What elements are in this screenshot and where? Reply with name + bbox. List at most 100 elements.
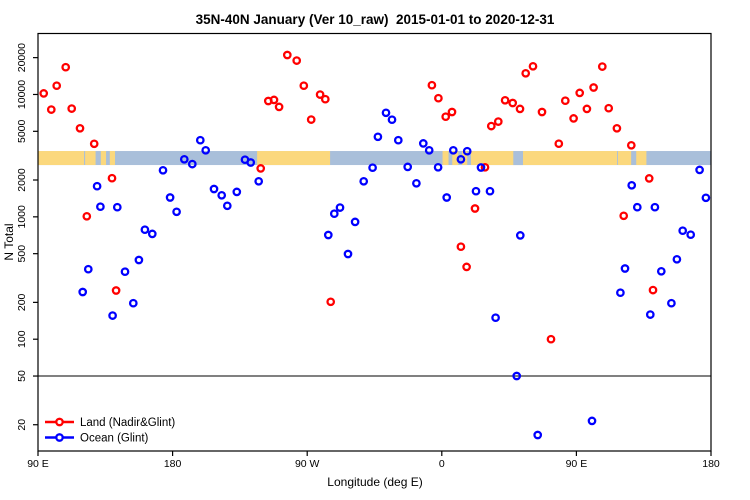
data-point-ocean [686,230,696,240]
band-land-segment [442,151,449,166]
chart-title: 35N-40N January (Ver 10_raw) 2015-01-01 … [195,12,555,27]
data-point-ocean [108,311,117,320]
data-point-ocean [701,193,711,203]
data-point-land [462,262,471,272]
data-point-land [441,112,451,122]
data-point-ocean [140,225,150,235]
data-point-land [299,81,309,91]
data-point-ocean [147,229,157,239]
data-points-layer [39,50,711,440]
data-point-ocean [678,226,688,236]
legend-ocean-label: Ocean (Glint) [80,433,149,445]
data-point-ocean [485,186,495,196]
data-point-ocean [672,254,682,264]
data-point-land [107,173,117,183]
data-point-ocean [120,267,130,277]
x-tick-label: 0 [439,458,445,470]
data-point-ocean [620,264,630,273]
y-tick-label: 100 [16,330,28,348]
data-point-land [521,68,531,78]
data-point-land [326,297,336,307]
data-point-ocean [433,162,443,172]
data-point-ocean [645,310,655,319]
data-point-land [269,95,279,105]
y-tick-label: 500 [16,245,28,263]
data-point-ocean [695,165,704,175]
y-tick-label: 200 [16,293,28,311]
data-point-land [67,104,77,113]
legend-land-label: Land (Nadir&Glint) [80,417,175,429]
data-point-land [493,117,503,126]
data-point-ocean [462,146,472,156]
data-point-ocean [403,162,413,172]
band-land-segment [257,151,331,166]
y-tick-label: 50 [16,370,28,382]
band-land-segment [470,151,618,166]
data-point-ocean [381,108,391,118]
data-point-ocean [217,190,227,200]
data-point-ocean [323,230,333,240]
band-land-segment [100,151,107,166]
y-tick-label: 2000 [16,168,28,192]
data-point-ocean [96,202,105,212]
data-point-ocean [368,163,377,173]
data-point-ocean [373,132,383,142]
data-point-land [528,61,538,71]
data-point-land [626,140,636,150]
data-point-land [89,139,99,149]
data-point-ocean [112,202,122,212]
legend-ocean-marker-icon [55,433,64,442]
band-land-segment [109,151,116,166]
data-point-ocean [442,193,452,202]
data-point-ocean [632,202,642,212]
data-point-ocean [350,217,360,227]
data-point-land [274,102,284,112]
data-point-land [320,94,330,104]
y-tick-label: 10000 [16,80,28,109]
data-point-ocean [412,178,421,188]
data-point-ocean [424,145,434,155]
data-point-ocean [78,287,88,297]
data-point-ocean [335,203,345,212]
data-point-ocean [92,181,102,191]
data-point-land [589,83,598,92]
data-point-land [515,104,525,114]
x-tick-label: 90 W [295,458,320,470]
data-point-land [256,164,266,173]
data-point-land [39,89,49,98]
data-point-ocean [222,201,232,211]
data-point-ocean [656,266,666,276]
data-point-land [447,107,457,117]
data-point-land [644,174,654,183]
y-tick-label: 5000 [16,119,28,143]
band-land-segment [38,151,85,166]
data-point-land [612,123,622,133]
data-point-ocean [387,115,397,125]
y-tick-label: 1000 [16,205,28,229]
data-point-ocean [83,264,93,274]
data-point-land [546,334,556,344]
data-point-land [554,139,564,149]
data-point-land [619,211,629,221]
data-point-ocean [456,154,466,164]
band-land-segment [85,151,96,166]
legend-land-marker-icon [55,417,64,427]
data-point-land [306,115,316,124]
data-point-ocean [587,416,597,426]
data-point-ocean [232,187,242,197]
y-tick-label: 20 [16,419,28,431]
y-axis-title: N Total [2,223,16,261]
data-point-ocean [179,154,189,164]
data-point-ocean [158,165,168,175]
data-point-ocean [476,163,486,172]
data-point-land [46,105,56,114]
y-tick-label: 20000 [16,43,28,72]
x-tick-label: 90 E [27,458,49,470]
data-point-ocean [128,298,138,308]
data-point-ocean [471,186,481,196]
data-point-land [486,121,496,131]
data-point-ocean [650,202,660,212]
x-tick-label: 180 [164,458,182,470]
data-point-land [282,50,292,60]
